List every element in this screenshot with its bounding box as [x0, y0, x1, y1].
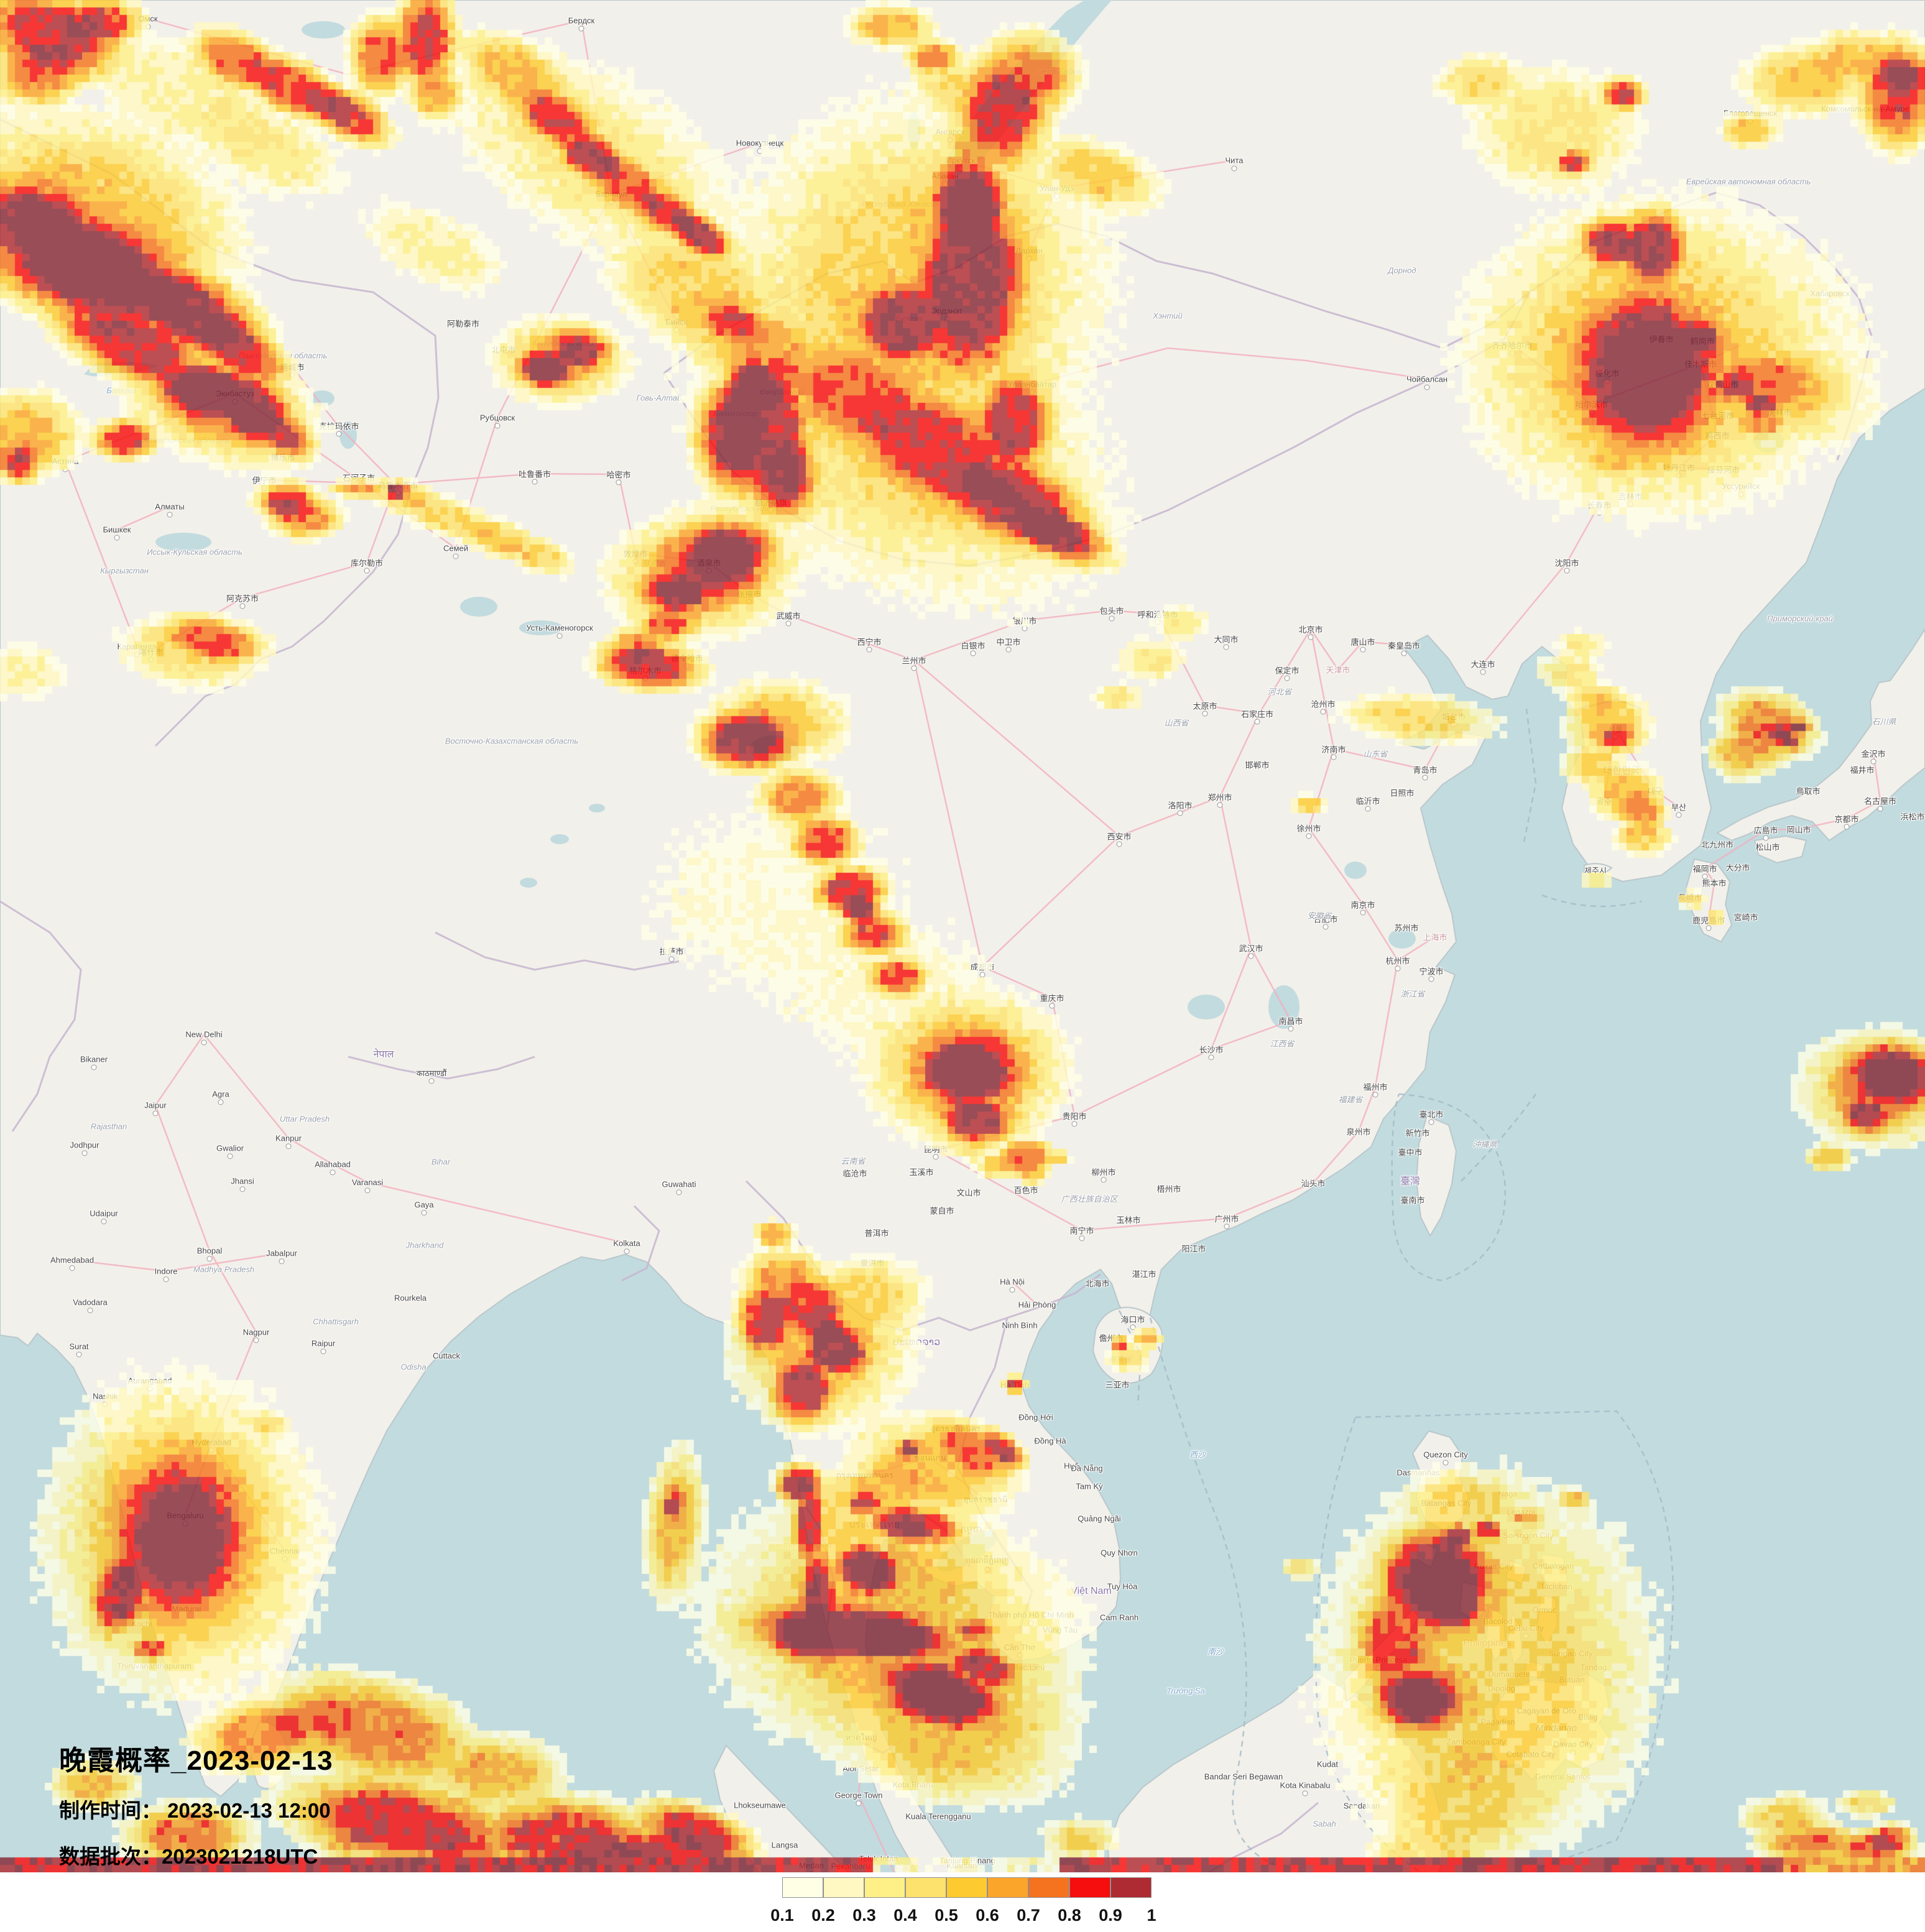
- legend-boundary-label: 0.8: [1058, 1906, 1081, 1925]
- map-title: 晚霞概率_2023-02-13: [59, 1746, 333, 1776]
- legend-swatch: [946, 1877, 987, 1898]
- legend-swatch: [1110, 1877, 1152, 1898]
- legend-boundary-label: 0.4: [893, 1906, 917, 1925]
- data-batch-label: 数据批次：: [59, 1845, 162, 1868]
- legend-boundary-label: 0.9: [1099, 1906, 1122, 1925]
- legend-boundary-label: 0.5: [935, 1906, 958, 1925]
- legend-swatch: [782, 1877, 823, 1898]
- legend-swatch: [1069, 1877, 1110, 1898]
- data-batch-value: 2023021218UTC: [162, 1845, 318, 1868]
- legend-swatch: [987, 1877, 1028, 1898]
- production-time-label: 制作时间：: [59, 1799, 162, 1822]
- legend-boundary-label: 1: [1147, 1906, 1156, 1925]
- legend-boundary-label: 0.2: [811, 1906, 835, 1925]
- legend-footer: 0.1 0.2 0.3 0.4 0.5 0.6 0.7 0.8 0.9 1: [0, 1872, 1925, 1932]
- legend-boundary-label: 0.1: [770, 1906, 794, 1925]
- production-time-value: 2023-02-13 12:00: [167, 1799, 331, 1822]
- data-batch-line: 数据批次：2023021218UTC: [59, 1840, 333, 1870]
- legend-swatch: [823, 1877, 864, 1898]
- production-time-line: 制作时间： 2023-02-13 12:00: [59, 1794, 333, 1824]
- legend-swatch: [1028, 1877, 1069, 1898]
- legend-boundary-label: 0.3: [852, 1906, 876, 1925]
- legend-boundary-label: 0.7: [1017, 1906, 1040, 1925]
- legend-swatch: [864, 1877, 905, 1898]
- title-block: 晚霞概率_2023-02-13 制作时间： 2023-02-13 12:00 数…: [59, 1738, 333, 1870]
- legend-swatch: [905, 1877, 946, 1898]
- legend-boundary-label: 0.6: [976, 1906, 999, 1925]
